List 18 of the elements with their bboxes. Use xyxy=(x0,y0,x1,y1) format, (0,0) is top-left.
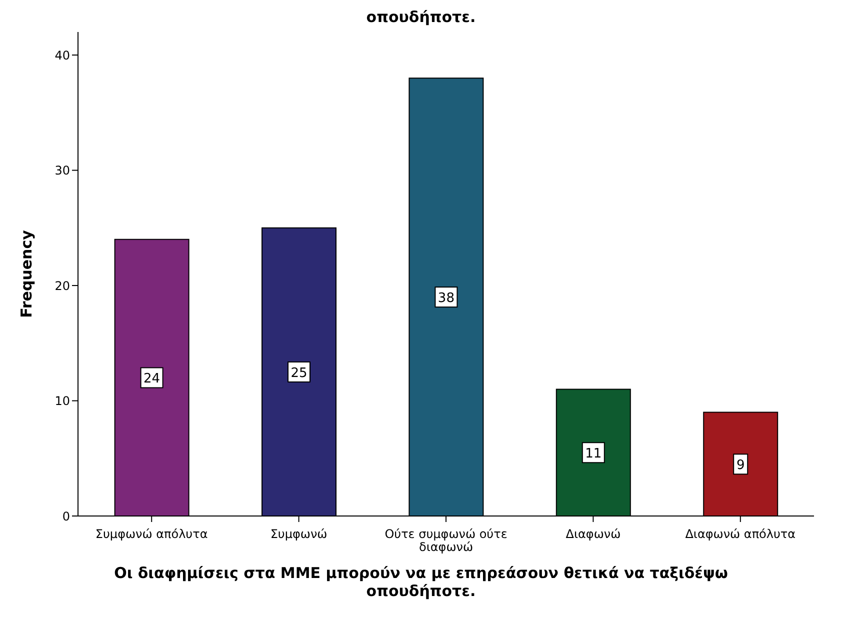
y-tick-label: 20 xyxy=(54,278,70,293)
x-tick-label: Διαφωνώ απόλυτα xyxy=(685,527,796,541)
data-label: 11 xyxy=(585,446,602,462)
data-label: 38 xyxy=(438,291,454,306)
x-tick-label: Συμφωνώ απόλυτα xyxy=(95,527,208,541)
y-tick-label: 30 xyxy=(54,164,70,178)
data-label: 25 xyxy=(290,366,308,381)
x-tick-label: Ούτε συμφωνώ ούτε διαφωνώ xyxy=(384,527,508,554)
y-axis-title: Frequency xyxy=(17,230,36,318)
x-axis-title: Οι διαφημίσεις στα ΜΜΕ μπορούν να με επηρεάσουν θετικά να ταξιδέψω οπουδήποτε. xyxy=(113,564,729,600)
data-label: 9 xyxy=(736,458,745,474)
y-tick-label: 10 xyxy=(54,394,70,408)
x-tick-label: Διαφωνώ xyxy=(566,527,621,541)
chart-title: οπουδήποτε. xyxy=(365,8,477,26)
x-tick-label: Συμφωνώ xyxy=(270,527,328,541)
y-tick-label: 0 xyxy=(62,509,70,524)
y-tick-label: 40 xyxy=(54,48,70,62)
data-label: 24 xyxy=(144,372,160,387)
